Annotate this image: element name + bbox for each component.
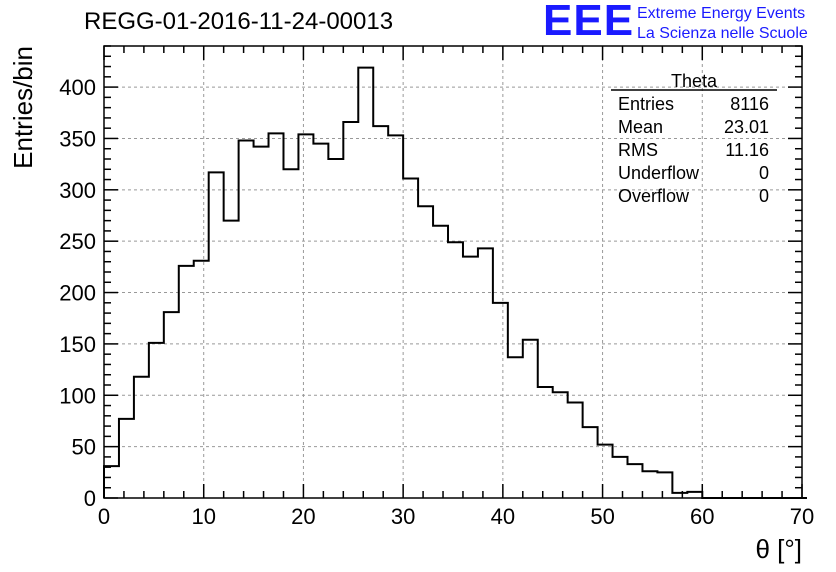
histogram-bin xyxy=(313,144,328,498)
histogram-bin xyxy=(642,471,657,498)
stats-box: Theta Entries 8116 Mean 23.01 RMS 11.16 Underf… xyxy=(611,71,777,206)
grid-lines xyxy=(104,46,802,498)
stats-label: Overflow xyxy=(618,186,690,206)
x-tick-label: 10 xyxy=(191,504,215,529)
histogram-bin xyxy=(209,172,224,498)
stats-label: RMS xyxy=(618,140,658,160)
histogram-bin xyxy=(403,179,418,498)
histogram-bin xyxy=(657,472,672,498)
y-tick-label: 350 xyxy=(59,126,96,151)
chart-title: REGG-01-2016-11-24-00013 xyxy=(84,8,394,35)
histogram-bin xyxy=(343,122,358,498)
y-tick-label: 50 xyxy=(72,435,96,460)
histogram-bin xyxy=(179,266,194,498)
histogram-bin xyxy=(224,221,239,498)
logo-caption-line2: La Scienza nelle Scuole xyxy=(637,25,808,42)
x-tick-label: 70 xyxy=(790,504,814,529)
histogram-bin xyxy=(628,464,643,498)
histogram-bin xyxy=(583,427,598,498)
stats-value: 8116 xyxy=(730,94,769,114)
x-tick-label: 0 xyxy=(98,504,110,529)
histogram-bin xyxy=(149,343,164,498)
y-tick-label: 200 xyxy=(59,281,96,306)
x-tick-label: 50 xyxy=(590,504,614,529)
eee-logo: EEE xyxy=(543,0,635,45)
histogram-bin xyxy=(523,340,538,498)
logo-caption: Extreme Energy Events La Scienza nelle S… xyxy=(637,4,808,44)
stats-title: Theta xyxy=(671,71,718,91)
histogram-bin xyxy=(538,387,553,498)
histogram-bin xyxy=(568,402,583,498)
y-tick-label: 250 xyxy=(59,229,96,254)
histogram-bin xyxy=(298,134,313,498)
stats-label: Entries xyxy=(618,94,674,114)
histogram-bin xyxy=(598,445,613,498)
histogram-series xyxy=(103,66,807,499)
x-tick-label: 40 xyxy=(491,504,515,529)
stats-value: 23.01 xyxy=(724,117,769,137)
y-tick-label: 0 xyxy=(84,486,96,511)
x-tick-label: 60 xyxy=(690,504,714,529)
plot-frame xyxy=(103,45,803,499)
x-tick-label: 30 xyxy=(391,504,415,529)
stats-label: Underflow xyxy=(618,163,700,183)
histogram-bin xyxy=(448,242,463,498)
stats-value: 0 xyxy=(759,163,769,183)
histogram-bin xyxy=(269,133,284,498)
y-tick-label: 400 xyxy=(59,75,96,100)
x-axis-title: θ [°] xyxy=(755,534,802,564)
histogram-bin xyxy=(613,457,628,498)
histogram-bin xyxy=(358,68,373,498)
histogram-bin xyxy=(493,303,508,498)
stats-rows: Entries 8116 Mean 23.01 RMS 11.16 Underflow 0 Ov… xyxy=(618,94,769,206)
histogram-bin xyxy=(508,357,523,498)
histogram-bin xyxy=(373,126,388,498)
histogram-bin xyxy=(478,248,493,498)
x-tick-label: 20 xyxy=(291,504,315,529)
histogram-bin xyxy=(239,141,254,498)
histogram-bin xyxy=(254,147,269,498)
histogram-bin xyxy=(164,312,179,498)
y-tick-label: 300 xyxy=(59,178,96,203)
histogram-bin xyxy=(104,466,119,498)
histogram-bin xyxy=(283,169,298,498)
stats-value: 0 xyxy=(759,186,769,206)
stats-value: 11.16 xyxy=(725,140,769,160)
y-tick-label: 100 xyxy=(59,383,96,408)
logo-caption-line1: Extreme Energy Events xyxy=(637,5,806,22)
histogram-bin xyxy=(433,226,448,498)
histogram-outline xyxy=(103,66,807,499)
histogram-bin xyxy=(194,261,209,498)
stats-label: Mean xyxy=(618,117,663,137)
histogram-bin xyxy=(119,419,134,498)
y-tick-label: 150 xyxy=(59,332,96,357)
histogram-bin xyxy=(553,392,568,498)
axis-ticks xyxy=(103,45,803,499)
histogram-bin xyxy=(418,206,433,498)
axis-tick-labels: 0 10 20 30 40 50 60 70 0 50 100 150 200 250 300 350 400 xyxy=(59,75,814,529)
histogram-bin xyxy=(328,159,343,498)
y-axis-title: Entries/bin xyxy=(8,46,38,169)
